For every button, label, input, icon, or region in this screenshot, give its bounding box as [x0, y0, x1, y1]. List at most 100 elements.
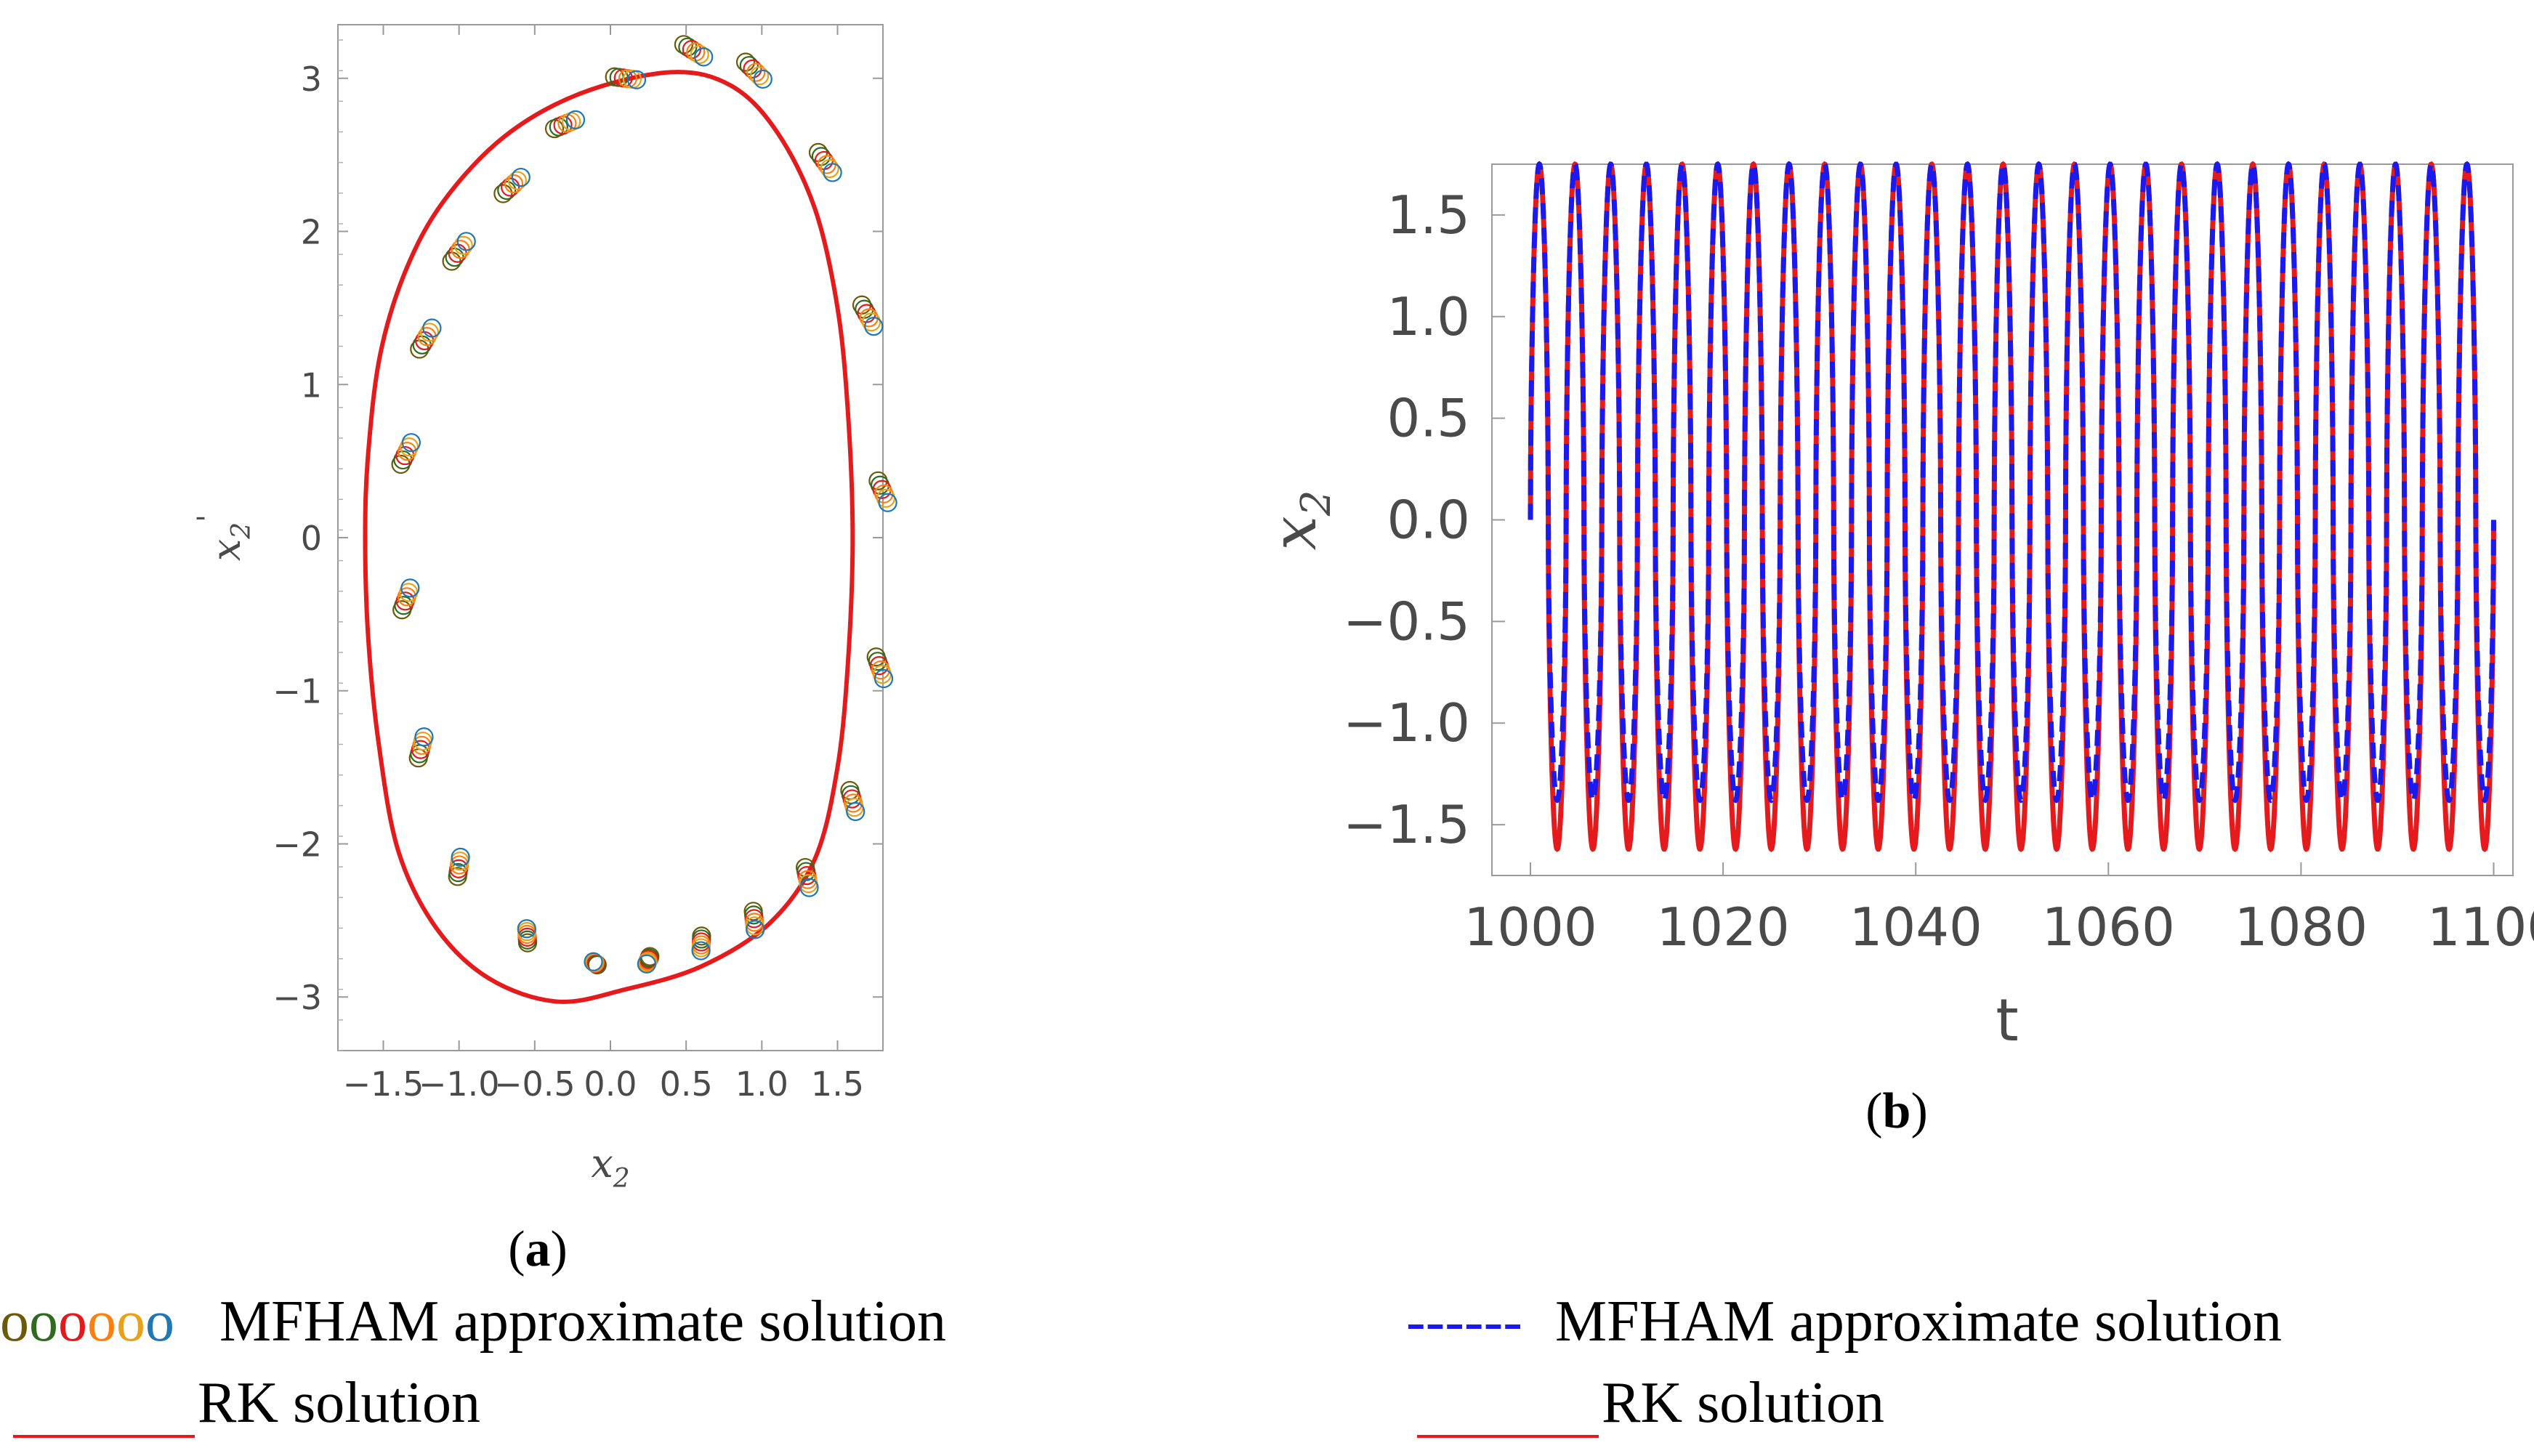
mfham-circle-point	[451, 847, 470, 867]
mfham-circle-point	[753, 69, 772, 89]
mfham-circle-point	[735, 52, 756, 72]
panel-a-ytick-label: 1	[301, 365, 322, 405]
legend-circle-symbol: o	[145, 1290, 174, 1354]
mfham-circle-point	[690, 44, 709, 65]
legend-circle-symbol: o	[87, 1290, 116, 1354]
legend-left: oooooo MFHAM approximate solution RK sol…	[0, 1290, 946, 1438]
mfham-circle-point	[749, 66, 770, 86]
mfham-circle-point	[414, 727, 434, 747]
mfham-circle-point	[395, 445, 415, 466]
mfham-circle-point	[820, 158, 839, 179]
legend-right: ------ MFHAM approximate solution RK sol…	[1406, 1290, 2282, 1438]
panel-a-ylabel: x2'	[192, 514, 257, 561]
mfham-circle-point	[846, 801, 865, 822]
mfham-circle-point	[422, 318, 442, 338]
panel-b-xtick-label: 1100	[2427, 897, 2534, 958]
mfham-circle-point	[694, 47, 714, 67]
mfham-circle-point	[497, 180, 517, 201]
mfham-circle-point	[507, 171, 528, 190]
panel-a-xtick-label: −0.5	[494, 1064, 576, 1104]
mfham-circle-point	[400, 578, 420, 598]
mfham-circle-point	[823, 163, 842, 182]
panel-b-frame	[1491, 163, 2514, 876]
panel-b-xtick-label: 1060	[2042, 897, 2175, 958]
panel-a-ytick-label: −2	[273, 825, 322, 864]
panel-b-ytick-label: −0.5	[1343, 591, 1470, 652]
mfham-circle-point	[393, 450, 413, 470]
panel-a-ticks: −1.5−1.0−0.5 0.0 0.5 1.0 1.5 −3 −2 −1 0 1 2 3	[273, 25, 883, 1104]
panel-a-xtick-label: −1.0	[419, 1064, 500, 1104]
mfham-circle-point	[504, 174, 524, 194]
legend-circle-symbol: o	[58, 1290, 87, 1354]
legend-left-mfham-label: MFHAM approximate solution	[219, 1290, 946, 1354]
mfham-circle-point	[799, 878, 819, 897]
panel-a-xtick-label: 0.5	[660, 1064, 713, 1104]
panel-b-ytick-label: −1.5	[1343, 794, 1470, 855]
mfham-circle-point	[493, 184, 513, 203]
mfham-circle-point	[399, 437, 419, 457]
panel-a-ytick-label: 0	[301, 519, 322, 558]
mfham-circle-point	[501, 177, 520, 197]
legend-circle-symbol: o	[0, 1290, 29, 1354]
legend-right-mfham-label: MFHAM approximate solution	[1555, 1290, 2282, 1354]
rk-solution-curve	[363, 70, 855, 1004]
mfham-circle-point	[398, 442, 417, 461]
panel-a-ytick-label: 3	[301, 60, 322, 99]
mfham-circle-point	[565, 110, 586, 129]
caption-a: (a)	[508, 1221, 568, 1277]
panel-b-xtick-label: 1080	[2235, 897, 2368, 958]
svg-text:x2: x2	[1259, 490, 1340, 550]
panel-a-xlabel: x2	[591, 1141, 629, 1194]
mfham-circle-point	[861, 312, 881, 332]
mfham-circle-point	[453, 235, 473, 255]
legend-right-dash-symbol: ------	[1406, 1290, 1522, 1354]
panel-a-ytick-label: −1	[273, 672, 322, 711]
mfham-circle-point	[584, 952, 603, 971]
panel-b-ytick-label: 1.5	[1387, 185, 1470, 246]
mfham-circle-point	[873, 668, 894, 689]
legend-circle-symbol: o	[29, 1290, 58, 1354]
panel-b-ylabel: x2	[1259, 490, 1340, 550]
panel-b-data	[1528, 161, 2496, 852]
mfham-circle-point	[626, 70, 647, 89]
panel-a-data	[363, 35, 897, 1004]
mfham-solution-dashed-line	[1528, 161, 2496, 804]
mfham-circle-point	[391, 454, 411, 474]
mfham-circle-point	[691, 941, 711, 960]
svg-text:x2': x2'	[192, 514, 257, 561]
panel-b-ytick-label: 0.5	[1387, 388, 1470, 449]
legend-right-rk-label: RK solution	[1602, 1371, 1884, 1435]
panel-b-ytick-label: 1.0	[1387, 286, 1470, 347]
panel-a-phase-plot: −1.5−1.0−0.5 0.0 0.5 1.0 1.5 −3 −2 −1 0 1 2 3 x2 x2…	[192, 24, 897, 1194]
mfham-circle-point	[511, 167, 530, 187]
mfham-circle-point	[419, 323, 440, 342]
panel-b-time-series: 1000 1020 1040 1060 1080 1100 −1.5 −1.0 −0.5 0.0 0…	[1259, 161, 2534, 1054]
mfham-circle-point	[878, 493, 897, 512]
mfham-circle-point	[743, 59, 762, 78]
legend-circle-symbol: o	[116, 1290, 145, 1354]
panel-b-xtick-label: 1040	[1849, 897, 1982, 958]
panel-a-xtick-label: 0.0	[584, 1064, 637, 1104]
panel-a-xtick-label: 1.0	[735, 1064, 788, 1104]
mfham-circle-point	[517, 919, 536, 939]
panel-b-ticks: 1000 1020 1040 1060 1080 1100 −1.5 −1.0 −0.5 0.0 0…	[1343, 185, 2534, 958]
legend-left-rk-label: RK solution	[198, 1371, 480, 1435]
panel-b-xtick-label: 1000	[1464, 897, 1597, 958]
mfham-circle-point	[864, 316, 884, 336]
mfham-circle-point	[739, 56, 759, 76]
mfham-circle-point	[637, 954, 656, 974]
panel-b-ytick-label: 0.0	[1387, 490, 1470, 551]
legend-circle-symbols: oooooo	[0, 1290, 174, 1354]
mfham-circle-point	[746, 920, 765, 939]
mfham-circle-point	[746, 62, 766, 82]
panel-a-ytick-label: −3	[273, 978, 322, 1017]
panel-b-xlabel: t	[1996, 987, 2018, 1054]
panel-b-ytick-label: −1.0	[1343, 692, 1470, 753]
panel-a-xtick-label: 1.5	[811, 1064, 864, 1104]
panel-a-xtick-label: −1.5	[343, 1064, 424, 1104]
panel-a-ytick-label: 2	[301, 213, 322, 252]
mfham-circle-point	[401, 433, 421, 453]
mfham-circle-point	[456, 232, 476, 251]
caption-b: (b)	[1865, 1083, 1928, 1139]
